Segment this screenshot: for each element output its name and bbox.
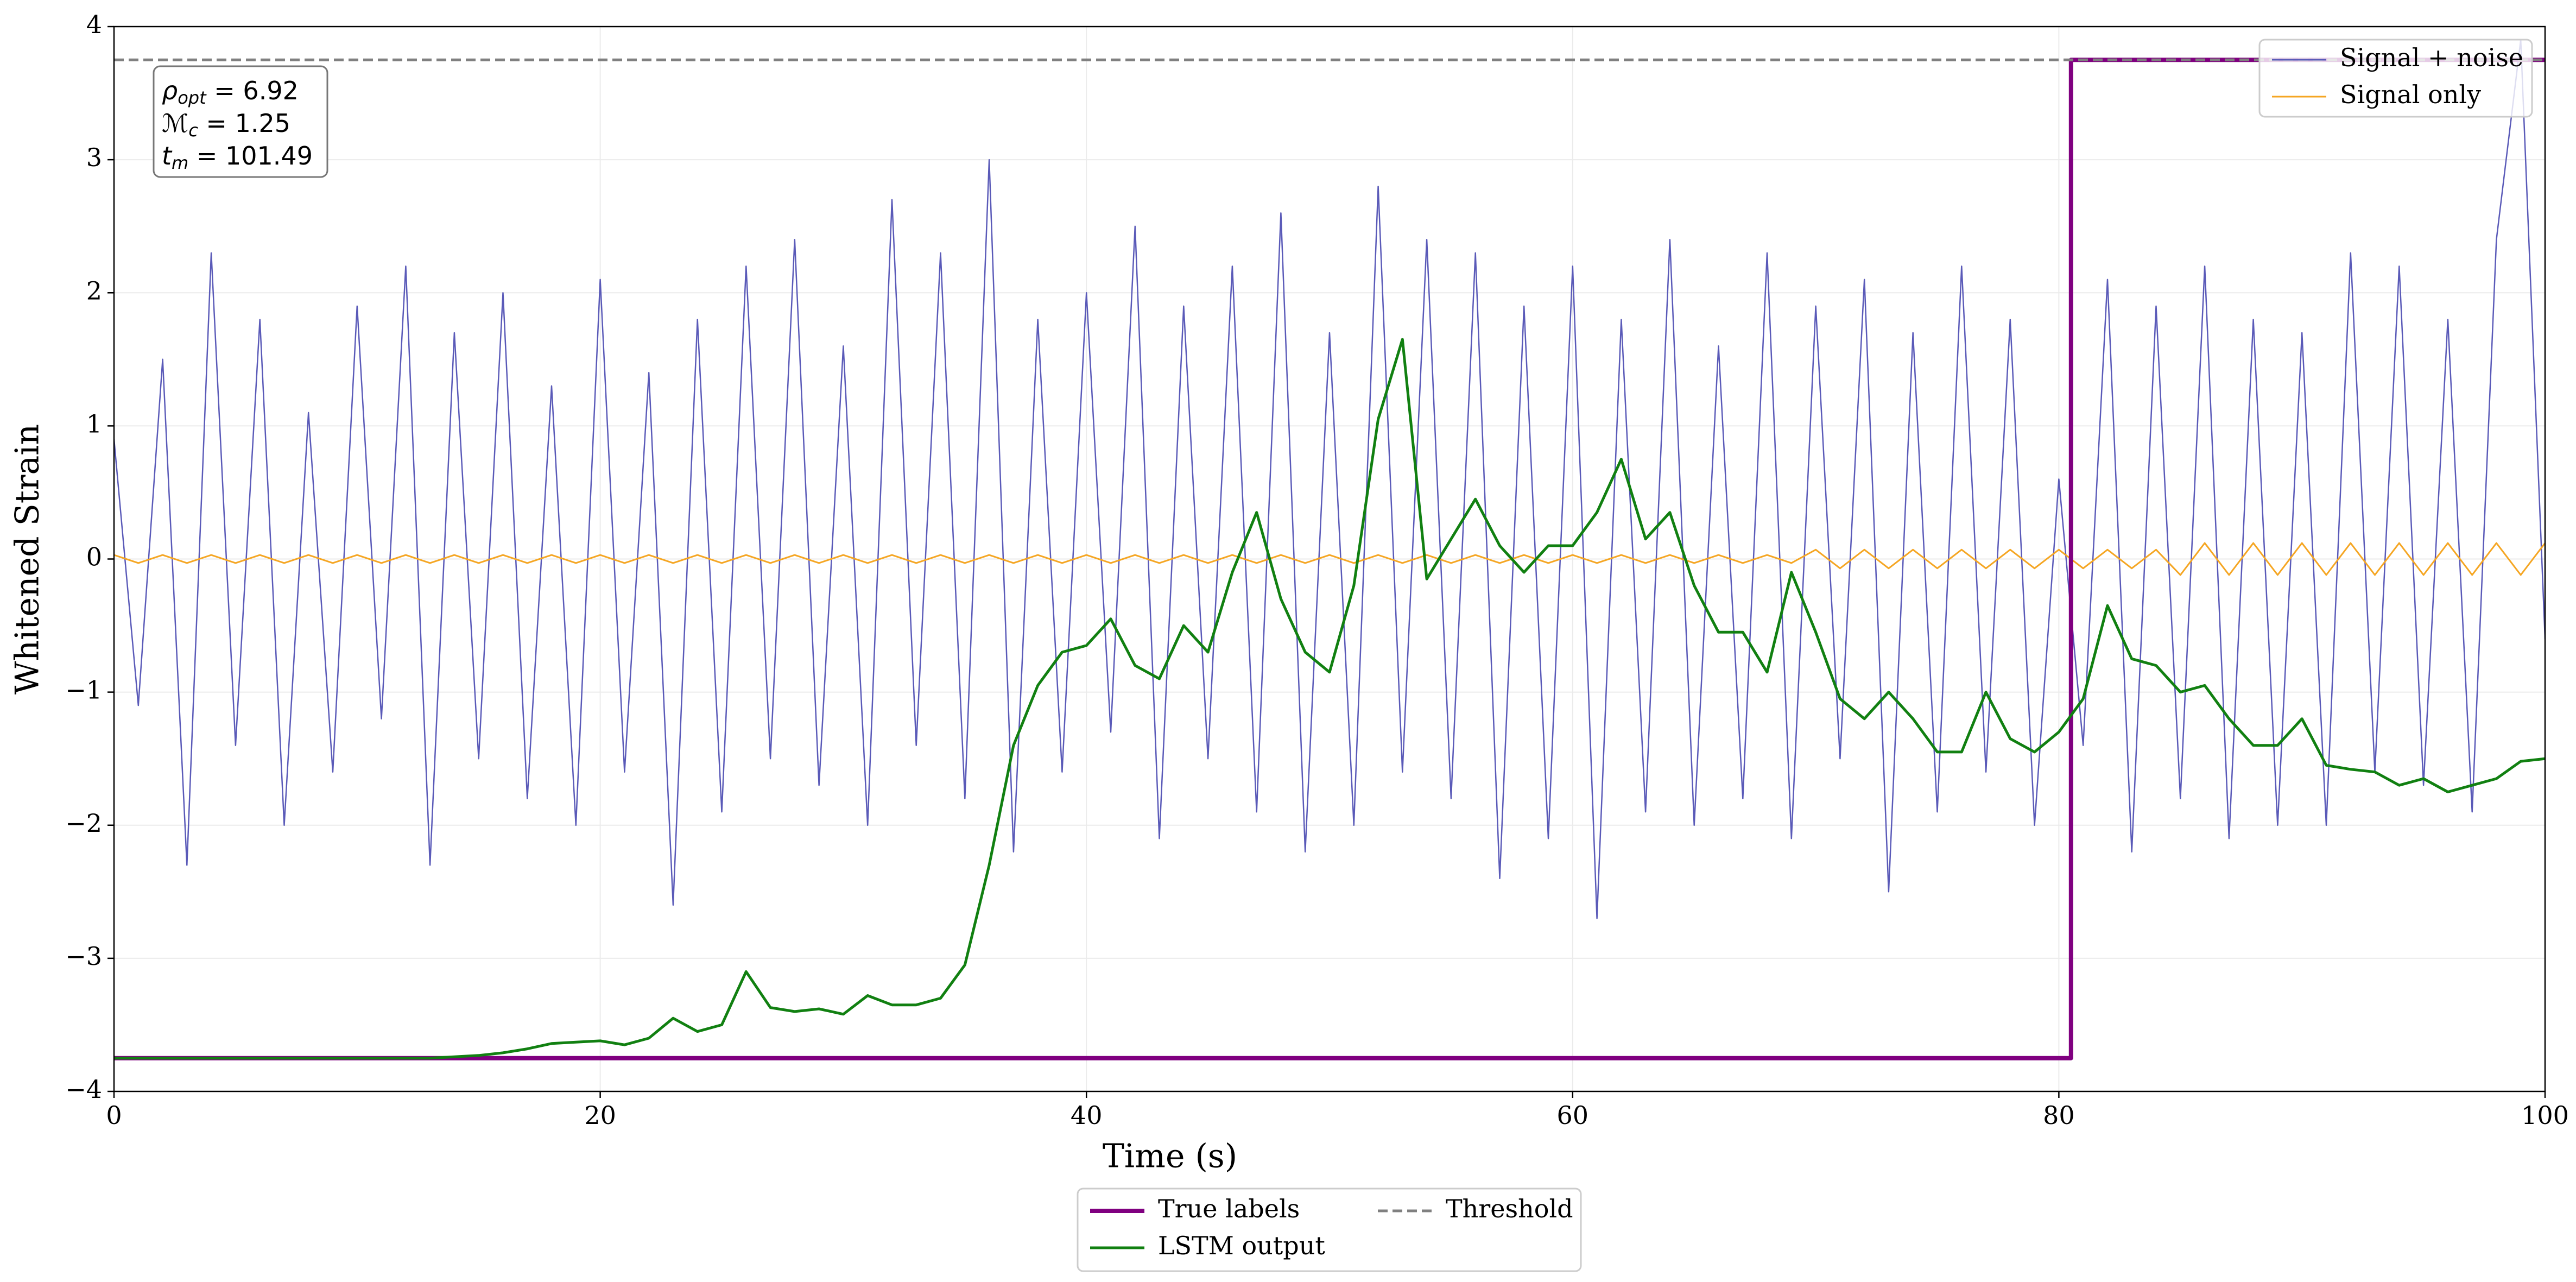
annotation-value: = 6.92	[206, 76, 299, 105]
series-line	[114, 338, 2545, 1060]
x-tick-label: 0	[106, 1101, 122, 1130]
annotation-symbol: t	[162, 141, 173, 170]
y-axis-label: Whitened Strain	[9, 424, 47, 694]
x-tick-label: 80	[2043, 1101, 2075, 1130]
y-tick-label: −3	[65, 942, 102, 971]
plot-frame	[113, 26, 2546, 1092]
annotation-sub: c	[188, 120, 198, 141]
legend-box	[1077, 1188, 1582, 1272]
x-tick-label: 100	[2521, 1101, 2569, 1130]
y-tick-label: 2	[86, 276, 102, 305]
x-axis-label: Time (s)	[1103, 1138, 1237, 1176]
y-tick-label: 0	[86, 542, 102, 572]
series-line	[114, 39, 2545, 919]
y-tick-label: 1	[86, 409, 102, 438]
annotation-text: ρopt = 6.92	[162, 76, 299, 109]
legend-label: Threshold	[1446, 1194, 1573, 1223]
annotation-value: = 101.49	[188, 141, 313, 170]
y-tick-label: 3	[86, 143, 102, 172]
annotation-symbol: ℳ	[162, 109, 188, 138]
annotation-box	[153, 65, 328, 178]
y-tick-label: −2	[65, 809, 102, 838]
annotation-symbol: ρ	[162, 76, 178, 105]
annotation-value: = 1.25	[198, 109, 290, 138]
annotation-text: ℳc = 1.25	[162, 109, 290, 141]
y-tick-label: −4	[65, 1075, 102, 1104]
plot-area	[114, 39, 2545, 1060]
x-tick-label: 20	[584, 1101, 616, 1130]
legend-label: LSTM output	[1158, 1231, 1325, 1260]
legend-box	[2258, 39, 2533, 118]
x-tick-label: 40	[1071, 1101, 1103, 1130]
annotation-text: tm = 101.49	[162, 141, 313, 174]
x-tick-label: 60	[1557, 1101, 1589, 1130]
y-tick-label: 4	[86, 10, 102, 39]
annotation-sub: m	[172, 153, 188, 173]
legend-label: True labels	[1158, 1194, 1300, 1223]
annotation-sub: opt	[178, 87, 207, 108]
legend-label: Signal only	[2340, 80, 2481, 109]
y-tick-label: −1	[65, 675, 102, 705]
legend-label: Signal + noise	[2340, 43, 2523, 72]
series-line	[114, 542, 2545, 576]
